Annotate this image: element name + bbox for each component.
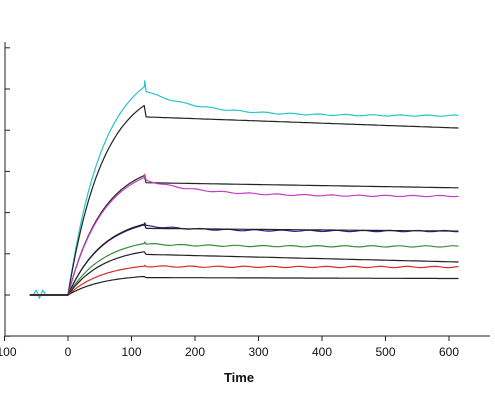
x-tick-label-6: 500 [375, 345, 395, 359]
x-tick-label-1: 0 [65, 345, 72, 359]
x-tick-label-7: 600 [439, 345, 459, 359]
x-axis-title: Time [224, 370, 254, 385]
plot-area: -100 0 100 200 300 400 500 600 [0, 42, 490, 359]
x-tick-label-5: 400 [312, 345, 332, 359]
series-line-9 [29, 275, 459, 296]
x-tick-label-3: 200 [185, 345, 205, 359]
x-tick-label-2: 100 [121, 345, 141, 359]
series-line-3 [29, 173, 459, 296]
series-line-5 [29, 223, 459, 296]
series-line-0 [29, 80, 459, 299]
series-line-6 [29, 241, 459, 296]
x-ticks: -100 0 100 200 300 400 500 600 [0, 336, 459, 359]
series-line-8 [29, 264, 459, 296]
series-line-7 [29, 251, 459, 296]
series-line-1 [29, 104, 459, 296]
y-ticks [5, 47, 10, 337]
series-group [29, 80, 459, 299]
x-tick-label-4: 300 [248, 345, 268, 359]
x-tick-label-0: -100 [0, 345, 17, 359]
